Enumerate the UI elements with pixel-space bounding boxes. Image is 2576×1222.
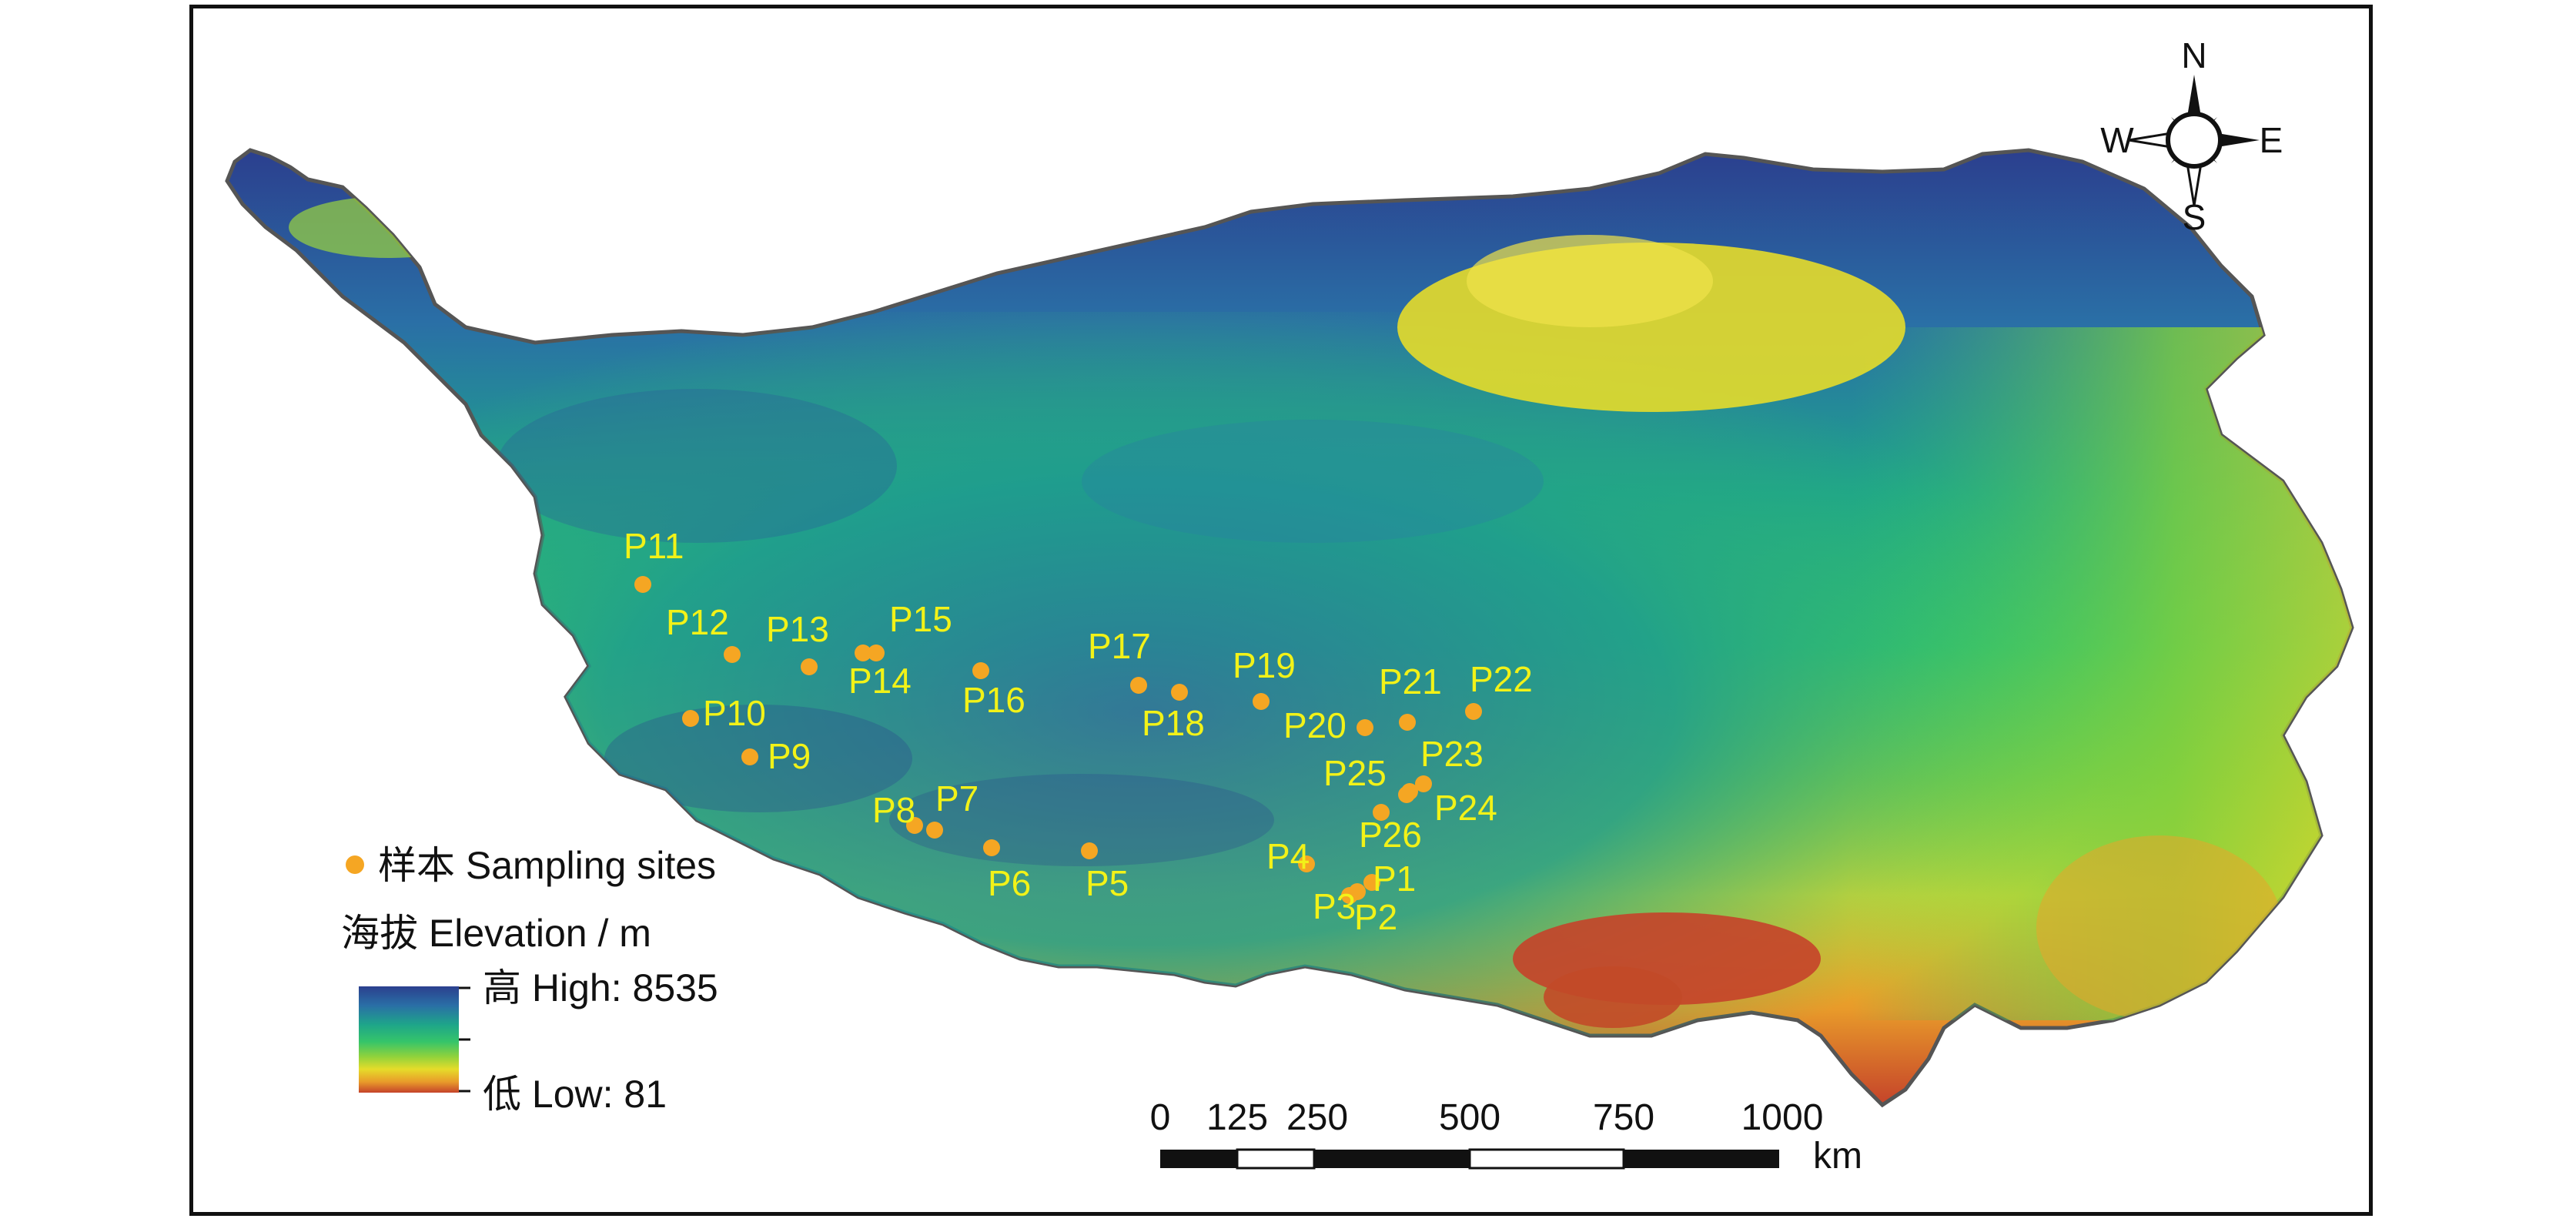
- site-label-p18: P18: [1142, 703, 1205, 743]
- site-marker-p25: [1398, 786, 1415, 803]
- legend-sampling-sites-label: 样本 Sampling sites: [378, 844, 716, 887]
- scale-segment: [1236, 1148, 1316, 1170]
- legend-elevation-ramp: [359, 986, 459, 1093]
- site-label-p11: P11: [624, 526, 684, 566]
- site-marker-p15: [868, 644, 885, 661]
- site-marker-p7: [926, 822, 943, 839]
- site-label-p9: P9: [768, 736, 811, 776]
- site-marker-p14: [855, 644, 871, 661]
- legend-high-label: 高 High: 8535: [483, 966, 718, 1009]
- scale-segment: [1160, 1150, 1237, 1168]
- site-label-p23: P23: [1420, 734, 1484, 774]
- site-label-p4: P4: [1266, 836, 1310, 876]
- site-marker-p17: [1130, 677, 1147, 694]
- site-label-p13: P13: [766, 609, 829, 649]
- site-marker-p26: [1373, 804, 1390, 821]
- site-label-p21: P21: [1379, 661, 1442, 701]
- site-label-p6: P6: [988, 863, 1031, 903]
- site-label-p26: P26: [1359, 815, 1422, 855]
- compass-west-label: W: [2100, 120, 2134, 160]
- compass-south-label: S: [2183, 197, 2206, 237]
- site-label-p5: P5: [1086, 863, 1129, 903]
- site-marker-p12: [724, 646, 741, 663]
- site-label-p15: P15: [889, 599, 952, 639]
- scale-tick-label: 1000: [1741, 1097, 1824, 1138]
- legend: 样本 Sampling sites 海拔 Elevation / m 高 Hig…: [341, 844, 718, 1116]
- legend-elevation-title: 海拔 Elevation / m: [341, 912, 651, 955]
- scale-tick-label: 0: [1150, 1097, 1171, 1138]
- legend-low-label: 低 Low: 81: [483, 1073, 667, 1116]
- site-label-p17: P17: [1088, 626, 1151, 666]
- scale-tick-label: 500: [1439, 1097, 1500, 1138]
- map-frame: P1 P2 P3 P4 P5 P6 P7 P8 P9 P10 P11 P12 P13 P14 P15 P16 P…: [189, 5, 2373, 1216]
- site-label-p8: P8: [872, 790, 915, 830]
- site-marker-p3: [1341, 887, 1358, 904]
- site-label-p25: P25: [1323, 753, 1387, 793]
- site-marker-p10: [682, 710, 699, 727]
- site-marker-p1: [1363, 874, 1380, 891]
- site-marker-p23: [1415, 775, 1432, 792]
- site-marker-p18: [1171, 684, 1188, 701]
- compass-east-label: E: [2260, 120, 2283, 160]
- scale-unit-label: km: [1813, 1136, 1862, 1177]
- site-label-p24: P24: [1434, 788, 1497, 828]
- site-marker-p22: [1465, 703, 1482, 720]
- site-marker-p20: [1357, 719, 1373, 736]
- scale-segment: [1468, 1148, 1625, 1170]
- scale-bar: 0 125 250 500 750 1000 km: [1150, 1097, 1862, 1177]
- site-label-p2: P2: [1354, 897, 1397, 937]
- north-arrow-compass-icon: [2128, 75, 2260, 206]
- scale-segment: [1624, 1150, 1779, 1168]
- site-marker-p21: [1399, 714, 1416, 731]
- site-label-p12: P12: [666, 602, 729, 642]
- site-label-p7: P7: [935, 778, 979, 819]
- site-label-p14: P14: [848, 661, 912, 701]
- site-label-p20: P20: [1283, 705, 1347, 745]
- site-marker-p13: [801, 658, 818, 675]
- site-marker-p5: [1081, 842, 1098, 859]
- legend-site-marker: [346, 855, 364, 874]
- site-marker-p4: [1298, 855, 1315, 872]
- site-label-p3: P3: [1313, 886, 1356, 926]
- site-marker-p19: [1253, 693, 1270, 710]
- scale-tick-label: 750: [1593, 1097, 1654, 1138]
- scale-tick-label: 250: [1286, 1097, 1348, 1138]
- scale-tick-label: 125: [1206, 1097, 1268, 1138]
- site-label-p16: P16: [962, 680, 1025, 720]
- site-label-p22: P22: [1470, 659, 1533, 699]
- site-label-p19: P19: [1233, 645, 1296, 685]
- scale-segment: [1314, 1150, 1470, 1168]
- compass-north-label: N: [2181, 35, 2206, 75]
- site-marker-p8: [906, 817, 923, 834]
- site-marker-p9: [741, 748, 758, 765]
- site-label-p1: P1: [1373, 859, 1416, 899]
- site-marker-p6: [983, 839, 1000, 856]
- site-marker-p16: [972, 662, 989, 679]
- site-marker-p11: [634, 576, 651, 593]
- site-label-p10: P10: [703, 693, 766, 733]
